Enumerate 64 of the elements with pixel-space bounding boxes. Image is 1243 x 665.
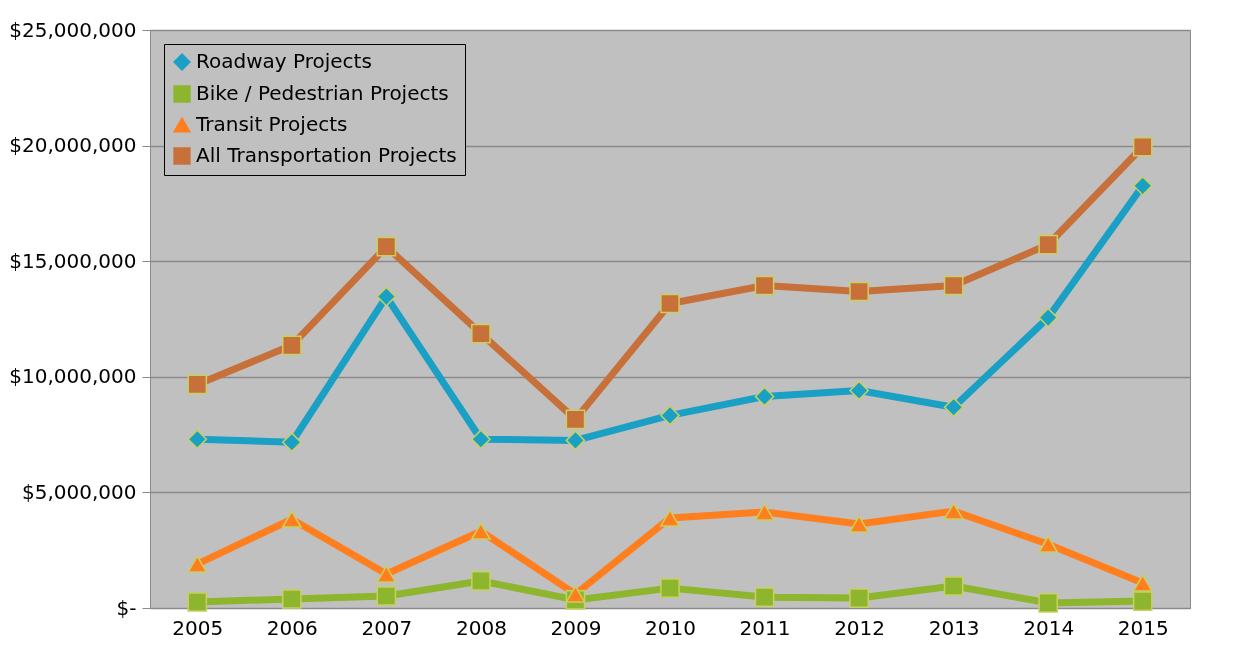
point (943, 502, 964, 520)
point (565, 409, 586, 430)
y-tick-label: $20,000,000 (9, 133, 137, 158)
legend-label: All Transportation Projects (196, 143, 457, 167)
point (660, 405, 680, 426)
point (1132, 574, 1153, 592)
point (849, 515, 869, 533)
point (565, 430, 586, 451)
y-tick-label: $15,000,000 (9, 248, 137, 273)
x-tick-label: 2005 (172, 615, 224, 640)
point (1132, 136, 1153, 157)
point (187, 374, 208, 395)
x-tick-label: 2011 (739, 615, 791, 640)
point (471, 571, 491, 591)
y-tick-label: $25,000,000 (9, 17, 137, 42)
x-tick-label: 2006 (266, 615, 318, 640)
point (376, 286, 397, 307)
point (849, 380, 869, 401)
point (471, 429, 491, 450)
point (281, 432, 302, 453)
point (660, 578, 680, 598)
point (376, 586, 397, 606)
point (754, 587, 775, 607)
x-tick-label: 2010 (645, 615, 696, 640)
point (281, 510, 302, 528)
point (943, 275, 964, 296)
point (849, 281, 869, 302)
point (376, 565, 397, 583)
point (1038, 234, 1059, 255)
point (187, 555, 208, 573)
point (754, 275, 775, 296)
point (660, 509, 680, 527)
point (1038, 535, 1059, 553)
point (1038, 307, 1059, 328)
point (943, 397, 964, 418)
point (471, 323, 491, 344)
point (754, 503, 775, 521)
x-tick-label: 2012 (834, 615, 886, 640)
point (849, 588, 869, 608)
y-tick-label: $- (116, 595, 137, 620)
point (471, 522, 491, 540)
point (187, 592, 208, 612)
y-tick-label: $5,000,000 (21, 479, 137, 504)
point (281, 335, 302, 356)
x-tick-label: 2013 (928, 615, 980, 640)
point (660, 293, 680, 314)
x-tick-label: 2014 (1023, 615, 1075, 640)
x-tick-label: 2007 (361, 615, 413, 640)
x-tick-label: 2015 (1117, 615, 1169, 640)
point (281, 589, 302, 609)
point (565, 585, 586, 603)
point (1132, 591, 1153, 611)
point (1132, 176, 1153, 196)
point (943, 576, 964, 596)
x-tick-label: 2009 (550, 615, 602, 640)
point (376, 236, 397, 257)
y-tick-label: $10,000,000 (9, 364, 137, 389)
point (1038, 593, 1059, 613)
legend-label: Transit Projects (195, 112, 348, 136)
point (754, 386, 775, 407)
x-tick-label: 2008 (455, 615, 507, 640)
legend-label: Bike / Pedestrian Projects (196, 81, 449, 105)
point (187, 429, 208, 450)
legend-label: Roadway Projects (196, 49, 372, 73)
